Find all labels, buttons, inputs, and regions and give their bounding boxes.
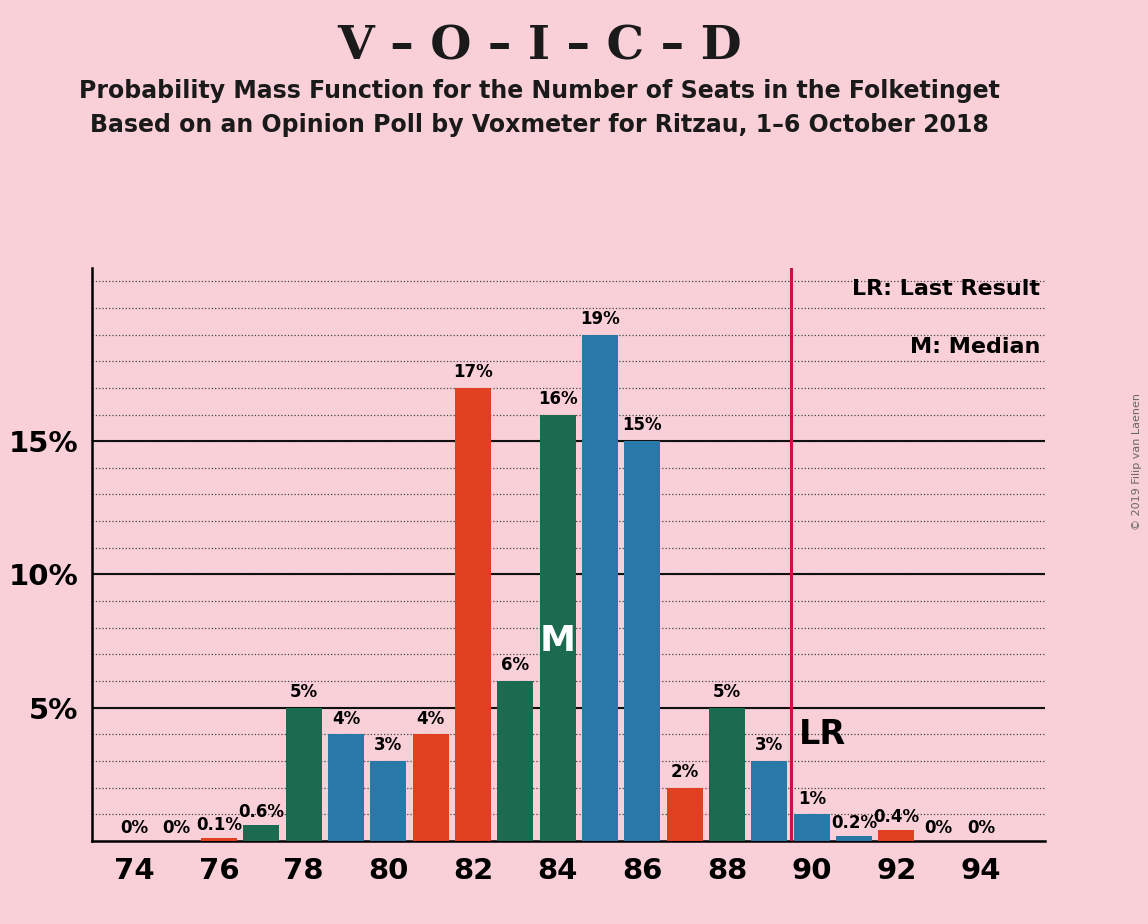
Bar <box>582 334 618 841</box>
Bar <box>625 441 660 841</box>
Text: LR: Last Result: LR: Last Result <box>852 279 1040 299</box>
Text: 0%: 0% <box>121 819 148 837</box>
Bar <box>878 830 915 841</box>
Bar <box>455 388 491 841</box>
Text: V – O – I – C – D: V – O – I – C – D <box>338 23 742 69</box>
Text: 0.4%: 0.4% <box>874 808 920 826</box>
Text: 17%: 17% <box>453 363 492 382</box>
Text: 3%: 3% <box>374 736 403 754</box>
Bar <box>497 681 534 841</box>
Text: 0%: 0% <box>967 819 995 837</box>
Bar <box>793 814 830 841</box>
Text: 0.2%: 0.2% <box>831 813 877 832</box>
Text: 16%: 16% <box>538 390 577 407</box>
Text: 4%: 4% <box>417 710 444 727</box>
Text: 1%: 1% <box>798 789 825 808</box>
Text: 6%: 6% <box>502 656 529 675</box>
Text: Probability Mass Function for the Number of Seats in the Folketinget: Probability Mass Function for the Number… <box>79 79 1000 103</box>
Text: M: Median: M: Median <box>909 336 1040 357</box>
Bar <box>540 415 575 841</box>
Text: 15%: 15% <box>622 417 662 434</box>
Text: Based on an Opinion Poll by Voxmeter for Ritzau, 1–6 October 2018: Based on an Opinion Poll by Voxmeter for… <box>91 113 988 137</box>
Bar <box>371 760 406 841</box>
Bar <box>667 787 703 841</box>
Bar <box>709 708 745 841</box>
Bar <box>836 835 872 841</box>
Text: © 2019 Filip van Laenen: © 2019 Filip van Laenen <box>1132 394 1142 530</box>
Text: 2%: 2% <box>670 763 699 781</box>
Text: 4%: 4% <box>332 710 360 727</box>
Text: 0%: 0% <box>925 819 953 837</box>
Text: M: M <box>540 624 575 658</box>
Text: 19%: 19% <box>580 310 620 328</box>
Text: 5%: 5% <box>289 683 318 701</box>
Bar <box>752 760 788 841</box>
Text: LR: LR <box>799 718 846 751</box>
Bar <box>412 735 449 841</box>
Text: 5%: 5% <box>713 683 742 701</box>
Text: 3%: 3% <box>755 736 784 754</box>
Text: 0%: 0% <box>163 819 191 837</box>
Bar <box>201 838 236 841</box>
Bar <box>243 825 279 841</box>
Text: 0.1%: 0.1% <box>196 816 242 834</box>
Bar <box>286 708 321 841</box>
Bar <box>328 735 364 841</box>
Text: 0.6%: 0.6% <box>239 803 285 821</box>
